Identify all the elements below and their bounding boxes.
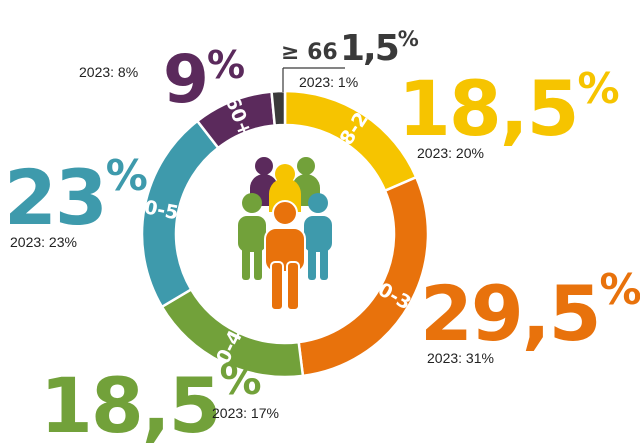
prev-year-50-59: 2023: 23% xyxy=(10,234,77,250)
prev-year-30-39: 2023: 31% xyxy=(427,350,494,366)
value-50-59: 23% xyxy=(4,151,147,242)
value-66plus: 1,5% xyxy=(340,27,419,69)
value-40-49: 18,5% xyxy=(40,355,261,446)
value-30-39: 29,5% xyxy=(420,265,640,358)
value-18-29: 18,5% xyxy=(398,64,619,153)
donut-slice-66 xyxy=(270,89,287,127)
label-66plus: ≥ 66 xyxy=(281,40,338,65)
value-60plus: 9% xyxy=(163,41,244,118)
prev-year-66plus: 2023: 1% xyxy=(299,74,358,90)
prev-year-18-29: 2023: 20% xyxy=(417,145,484,161)
donut-slices xyxy=(140,89,430,379)
prev-year-60plus: 2023: 8% xyxy=(79,64,138,80)
prev-year-40-49: 2023: 17% xyxy=(212,405,279,421)
group-of-people-icon xyxy=(238,157,332,311)
